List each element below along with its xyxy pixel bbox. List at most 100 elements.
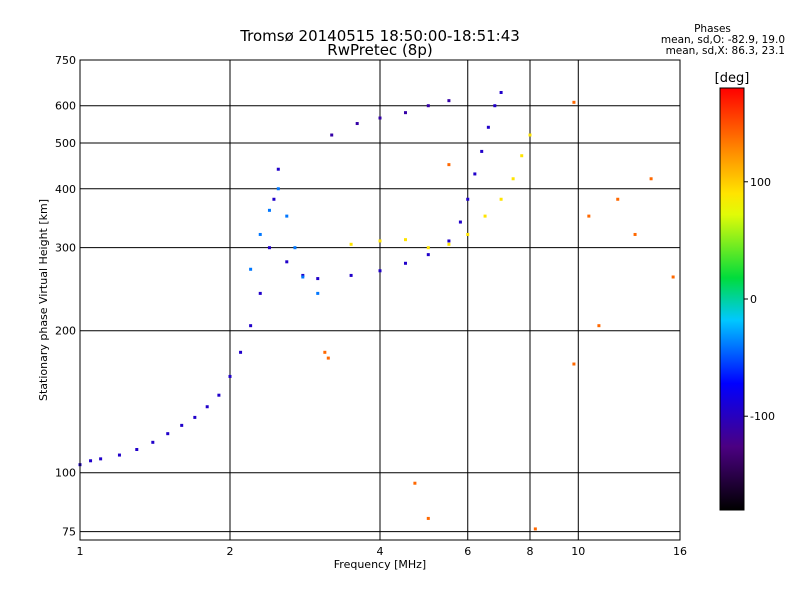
data-point xyxy=(205,405,209,409)
data-point xyxy=(533,527,537,531)
phases-o-stats: mean, sd,O: -82.9, 19.0 xyxy=(660,34,785,46)
data-point xyxy=(166,432,170,436)
data-point xyxy=(276,187,280,191)
data-points xyxy=(78,90,675,531)
phases-legend: Phases mean, sd,O: -82.9, 19.0 mean, sd,… xyxy=(600,24,785,57)
data-point xyxy=(217,393,221,397)
data-point xyxy=(316,277,320,281)
data-point xyxy=(426,246,430,250)
data-point xyxy=(403,238,407,242)
y-tick-label: 400 xyxy=(55,183,76,196)
data-point xyxy=(151,440,155,444)
data-point xyxy=(258,291,262,295)
data-point xyxy=(293,246,297,250)
data-point xyxy=(349,242,353,246)
x-tick-label: 2 xyxy=(227,545,234,558)
data-point xyxy=(378,269,382,273)
phases-x-stats: mean, sd,X: 86.3, 23.1 xyxy=(665,45,785,57)
x-axis-label: Frequency [MHz] xyxy=(334,558,426,571)
data-point xyxy=(426,104,430,108)
colorbar-tick-label: -100 xyxy=(750,410,775,423)
data-point xyxy=(316,291,320,295)
y-tick-label: 200 xyxy=(55,325,76,338)
y-tick-label: 75 xyxy=(62,526,76,539)
data-point xyxy=(447,242,451,246)
data-point xyxy=(135,447,139,451)
chart-subtitle: RwPretec (8p) xyxy=(327,41,433,59)
phases-heading: Phases xyxy=(694,23,731,35)
data-point xyxy=(403,111,407,115)
data-point xyxy=(267,208,271,212)
data-point xyxy=(486,125,490,129)
colorbar-label: [deg] xyxy=(715,71,750,86)
data-point xyxy=(117,453,121,457)
data-point xyxy=(447,239,451,243)
data-point xyxy=(499,90,503,94)
data-point xyxy=(285,260,289,264)
x-tick-label: 4 xyxy=(377,545,384,558)
data-point xyxy=(572,100,576,104)
data-point xyxy=(239,350,243,354)
data-point xyxy=(378,239,382,243)
data-point xyxy=(597,324,601,328)
data-point xyxy=(99,457,103,461)
x-tick-label: 1 xyxy=(77,545,84,558)
data-point xyxy=(267,246,271,250)
plot-frame xyxy=(79,59,681,541)
data-point xyxy=(89,459,93,463)
data-point xyxy=(258,232,262,236)
x-tick-label: 16 xyxy=(673,545,687,558)
data-point xyxy=(483,214,487,218)
data-point xyxy=(473,172,477,176)
data-point xyxy=(301,273,305,277)
y-tick-label: 300 xyxy=(55,242,76,255)
y-tick-label: 500 xyxy=(55,137,76,150)
data-point xyxy=(403,261,407,265)
data-point xyxy=(426,516,430,520)
x-tick-label: 10 xyxy=(571,545,585,558)
data-point xyxy=(466,197,470,201)
data-point xyxy=(587,214,591,218)
colorbar-tick-label: 100 xyxy=(750,176,771,189)
data-point xyxy=(180,423,184,427)
data-point xyxy=(572,362,576,366)
data-point xyxy=(193,415,197,419)
data-point xyxy=(228,374,232,378)
axes: 1 2 4 6 8 10 16 75 100 200 300 400 500 600 750 Frequenc… xyxy=(37,54,687,571)
data-point xyxy=(633,232,637,236)
data-point xyxy=(480,149,484,153)
data-point xyxy=(466,232,470,236)
data-point xyxy=(272,197,276,201)
x-tick-label: 8 xyxy=(527,545,534,558)
data-point xyxy=(301,275,305,279)
data-point xyxy=(520,154,524,158)
data-point xyxy=(355,122,359,126)
y-axis-label: Stationary phase Virtual Height [km] xyxy=(37,199,50,401)
data-point xyxy=(249,267,253,271)
data-point xyxy=(499,197,503,201)
data-point xyxy=(447,163,451,167)
data-point xyxy=(378,116,382,120)
data-point xyxy=(413,481,417,485)
data-point xyxy=(649,177,653,181)
data-point xyxy=(493,104,497,108)
x-tick-label: 6 xyxy=(464,545,471,558)
data-point xyxy=(511,177,515,181)
data-point xyxy=(249,324,253,328)
colorbar-tick-label: 0 xyxy=(750,293,757,306)
grid-lines xyxy=(80,59,680,540)
data-point xyxy=(616,197,620,201)
data-point xyxy=(458,220,462,224)
data-point xyxy=(330,133,334,137)
y-tick-label: 750 xyxy=(55,54,76,67)
y-tick-label: 600 xyxy=(55,100,76,113)
chart-title: Tromsø 20140515 18:50:00-18:51:43 xyxy=(240,27,520,45)
data-point xyxy=(349,273,353,277)
data-point xyxy=(671,275,675,279)
data-point xyxy=(285,214,289,218)
data-point xyxy=(426,253,430,257)
data-point xyxy=(528,133,532,137)
data-point xyxy=(323,350,327,354)
data-point xyxy=(276,167,280,171)
